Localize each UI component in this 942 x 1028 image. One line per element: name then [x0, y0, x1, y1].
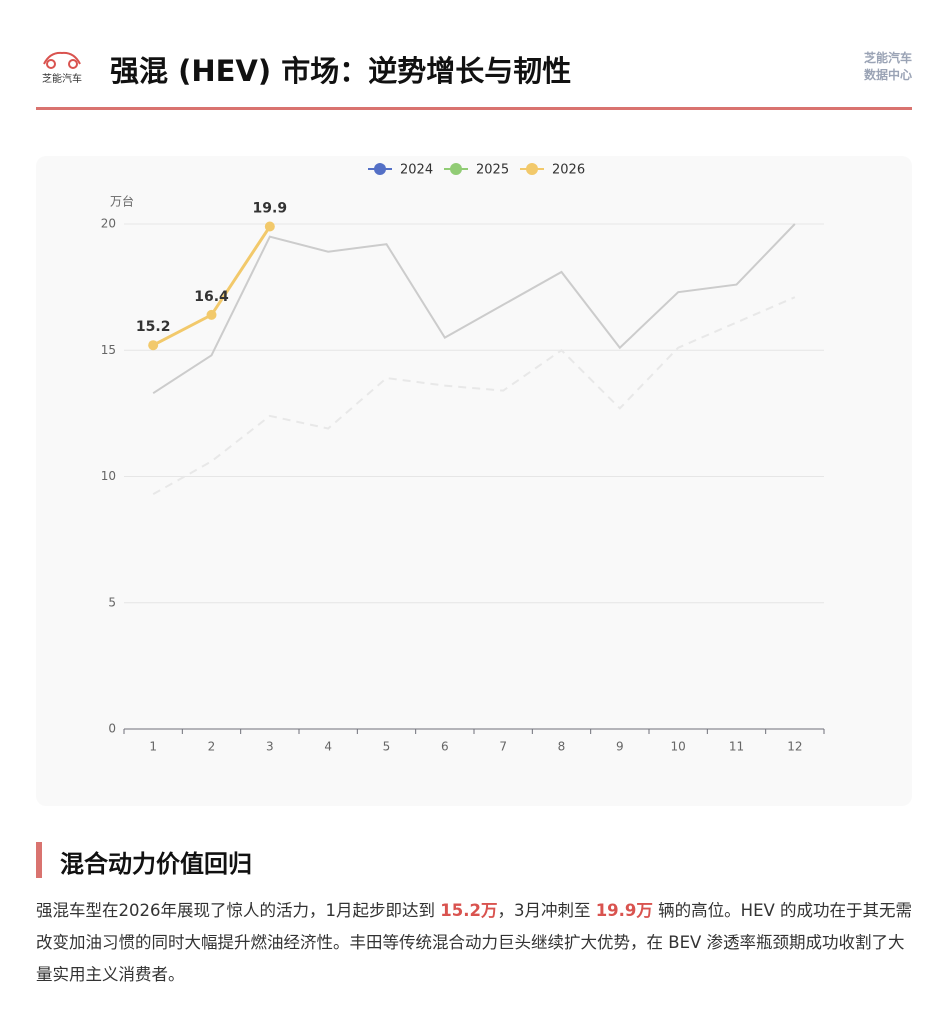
legend-label: 2024 — [400, 163, 433, 178]
data-point — [264, 221, 275, 232]
x-tick-label: 10 — [671, 740, 686, 754]
text-run: 辆的高位。HEV 的成功在于其无需改变加油习惯的同时大幅提升燃油经济性。丰田等传… — [36, 901, 913, 984]
section-bar — [36, 842, 42, 878]
x-tick-label: 7 — [499, 740, 507, 754]
x-tick-label: 6 — [441, 740, 449, 754]
brand-line: 芝能汽车 — [863, 51, 912, 65]
series-line — [152, 296, 796, 496]
legend-label: 2026 — [552, 163, 585, 178]
x-tick-label: 5 — [383, 740, 391, 754]
data-label: 16.4 — [194, 289, 229, 305]
x-tick-label: 12 — [787, 740, 802, 754]
page-title: 强混 (HEV) 市场：逆势增长与韧性 — [110, 54, 572, 88]
y-tick-label: 20 — [101, 217, 116, 231]
legend-label: 2025 — [476, 163, 509, 178]
series-line — [152, 223, 796, 395]
paragraph: 强混车型在2026年展现了惊人的活力，1月起步即达到 15.2万，3月冲刺至 1… — [36, 895, 916, 991]
y-tick-label: 0 — [108, 722, 116, 736]
header-rule — [36, 107, 912, 110]
text-run: 强混车型在2026年展现了惊人的活力，1月起步即达到 — [36, 901, 441, 920]
x-tick-label: 4 — [324, 740, 332, 754]
logo-text: 芝能汽车 — [42, 74, 82, 85]
y-axis-label: 万台 — [110, 194, 134, 209]
chart-panel: 万台 0 5 10 15 20 1 2 3 4 5 6 7 8 9 10 11 12 2024 2025 2026 15.… — [36, 156, 912, 806]
logo-icon — [43, 51, 81, 69]
series-line — [152, 225, 272, 347]
brand-line: 数据中心 — [863, 68, 912, 82]
y-tick-label: 5 — [108, 595, 116, 609]
x-tick-label: 8 — [558, 740, 566, 754]
y-tick-label: 15 — [101, 343, 116, 357]
text-run: ，3月冲刺至 — [497, 901, 596, 920]
x-tick-label: 11 — [729, 740, 744, 754]
data-label: 19.9 — [253, 201, 288, 217]
highlight: 19.9万 — [595, 901, 653, 920]
data-point — [148, 340, 159, 351]
legend-marker — [450, 163, 462, 175]
highlight: 15.2万 — [440, 901, 498, 920]
section-title: 混合动力价值回归 — [60, 850, 252, 878]
data-label: 15.2 — [136, 319, 171, 335]
legend-marker — [526, 163, 538, 175]
data-point — [206, 309, 217, 320]
brand: 芝能汽车 数据中心 — [864, 50, 912, 84]
x-tick-label: 3 — [266, 740, 274, 754]
x-tick-label: 1 — [149, 740, 157, 754]
x-tick-label: 9 — [616, 740, 624, 754]
legend-marker — [374, 163, 386, 175]
y-tick-label: 10 — [101, 469, 116, 483]
x-tick-label: 2 — [208, 740, 216, 754]
